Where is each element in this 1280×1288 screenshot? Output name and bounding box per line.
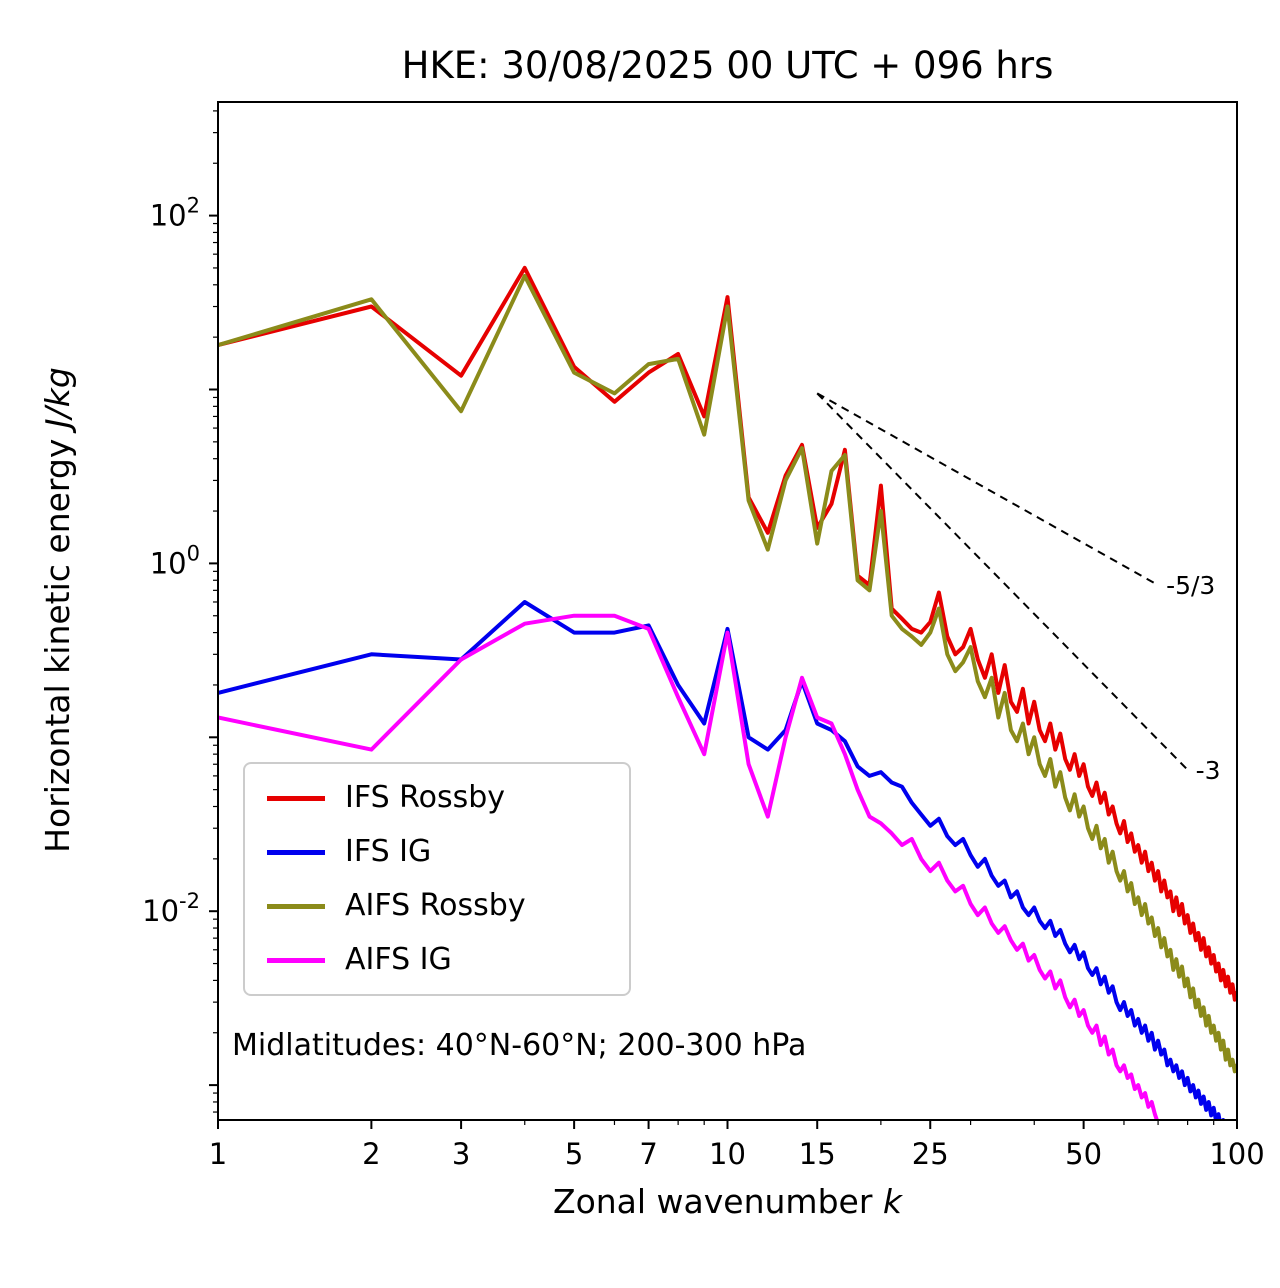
slope-guide--3 <box>816 392 1189 771</box>
slope-guide-label: -5/3 <box>1166 571 1215 600</box>
y-axis-label-text: Horizontal kinetic energy <box>38 428 77 853</box>
region-annotation: Midlatitudes: 40°N-60°N; 200-300 hPa <box>232 1028 807 1063</box>
x-tick-label: 3 <box>452 1137 470 1171</box>
x-tick-label: 1 <box>209 1137 227 1171</box>
x-axis-label-text: Zonal wavenumber <box>552 1182 883 1221</box>
legend-label: IFS IG <box>345 834 432 869</box>
legend-swatch-ifs-ig <box>267 849 325 855</box>
slope-guide--5-3 <box>816 392 1159 586</box>
legend-swatch-ifs-rossby <box>267 795 325 801</box>
x-tick-label: 2 <box>362 1137 380 1171</box>
y-tick-label: 100 <box>150 541 200 580</box>
x-tick-label: 5 <box>565 1137 583 1171</box>
y-tick-label: 102 <box>150 194 200 233</box>
legend-label: AIFS Rossby <box>345 888 526 923</box>
legend-label: AIFS IG <box>345 942 452 977</box>
chart-title: HKE: 30/08/2025 00 UTC + 096 hrs <box>401 44 1054 87</box>
legend-label: IFS Rossby <box>345 780 506 815</box>
legend-swatch-aifs-ig <box>267 957 325 963</box>
x-tick-label: 50 <box>1065 1137 1102 1171</box>
x-tick-label: 25 <box>912 1137 949 1171</box>
y-axis-label: Horizontal kinetic energy J/kg <box>38 101 82 1119</box>
axes-frame <box>217 101 1238 1121</box>
legend: IFS Rossby IFS IG AIFS Rossby AIFS IG <box>243 762 631 996</box>
x-tick-label: 7 <box>639 1137 657 1171</box>
series-line-aifs-ig <box>218 613 1159 1120</box>
x-tick-label: 10 <box>709 1137 746 1171</box>
y-tick-label: 10-2 <box>142 889 200 928</box>
series-line-aifs-rossby <box>218 273 1237 1074</box>
legend-item: AIFS Rossby <box>267 888 607 924</box>
x-axis-label: Zonal wavenumber k <box>218 1182 1237 1221</box>
x-axis-label-symbol: k <box>882 1182 903 1221</box>
legend-item: IFS Rossby <box>267 780 607 816</box>
legend-swatch-aifs-rossby <box>267 903 325 909</box>
x-tick-label: 100 <box>1209 1137 1264 1171</box>
legend-item: AIFS IG <box>267 942 607 978</box>
y-axis-label-symbol: J/kg <box>38 367 77 429</box>
series-line-ifs-ig <box>218 600 1226 1120</box>
slope-guide-label: -3 <box>1196 756 1221 785</box>
legend-item: IFS IG <box>267 834 607 870</box>
x-tick-label: 15 <box>799 1137 836 1171</box>
